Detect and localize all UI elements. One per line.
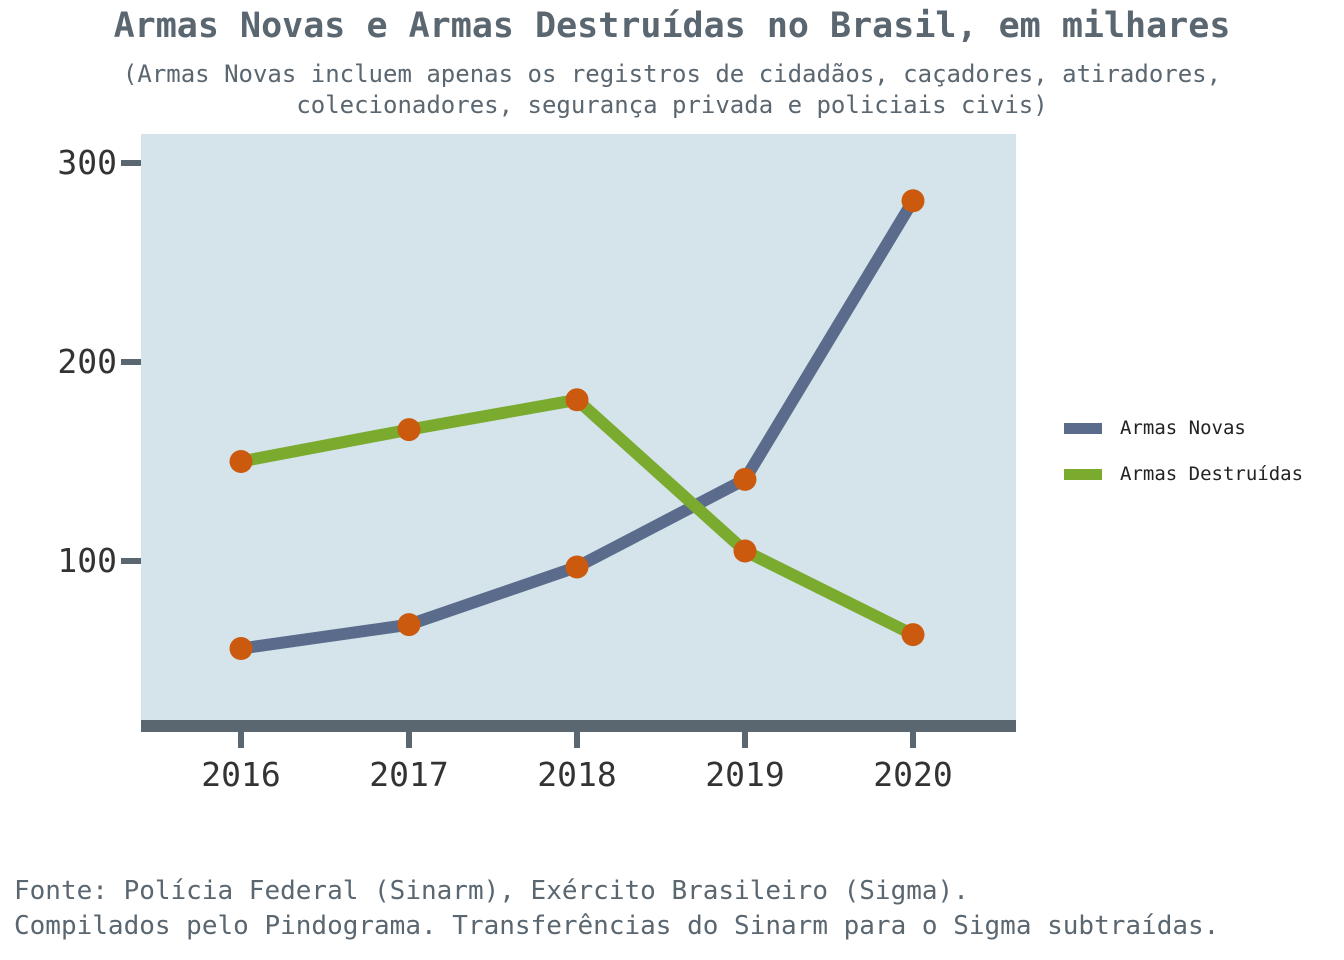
legend-label-armas-destruidas: Armas Destruídas	[1120, 463, 1304, 485]
data-point-armas-novas	[397, 613, 421, 637]
legend-swatch-armas-destruidas	[1064, 468, 1102, 480]
legend-item-armas-destruidas: Armas Destruídas	[1064, 462, 1303, 486]
data-point-armas-destruidas	[397, 418, 421, 442]
x-axis: 2016 2017 2018 2019 2020	[141, 720, 1016, 794]
data-point-armas-novas	[565, 555, 589, 579]
y-tick-label: 100	[57, 541, 117, 580]
data-point-armas-destruidas	[565, 388, 589, 412]
y-axis: 100 200 300	[57, 143, 141, 580]
legend-label-armas-novas: Armas Novas	[1120, 417, 1246, 439]
legend-item-armas-novas: Armas Novas	[1064, 416, 1246, 440]
legend-swatch-armas-novas	[1064, 422, 1102, 434]
series-markers	[229, 189, 925, 661]
data-point-armas-destruidas	[901, 623, 925, 647]
data-point-armas-novas	[733, 467, 757, 491]
source-note-line-1: Fonte: Polícia Federal (Sinarm), Exércit…	[14, 876, 969, 906]
x-tick-label: 2016	[201, 755, 280, 794]
y-tick-label: 300	[57, 143, 117, 182]
x-tick-label: 2019	[705, 755, 784, 794]
chart-subtitle-line-2: colecionadores, segurança privada e poli…	[296, 91, 1048, 119]
plot-background	[141, 134, 1016, 726]
chart-title: Armas Novas e Armas Destruídas no Brasil…	[113, 6, 1231, 46]
y-tick-label: 200	[57, 342, 117, 381]
source-note-line-2: Compilados pelo Pindograma. Transferênci…	[14, 911, 1220, 941]
data-point-armas-destruidas	[733, 539, 757, 563]
chart-subtitle-line-1: (Armas Novas incluem apenas os registros…	[122, 60, 1222, 88]
x-tick-label: 2018	[537, 755, 616, 794]
data-point-armas-destruidas	[229, 450, 253, 473]
x-tick-label: 2017	[369, 755, 448, 794]
x-tick-label: 2020	[873, 755, 952, 794]
data-point-armas-novas	[229, 637, 253, 661]
data-point-armas-novas	[901, 189, 925, 213]
